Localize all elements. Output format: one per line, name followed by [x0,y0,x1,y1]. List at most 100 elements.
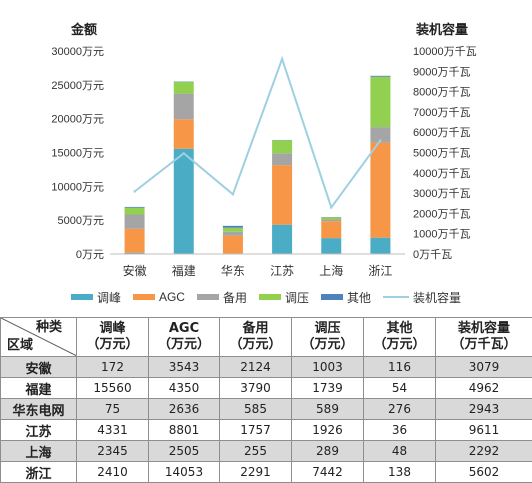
header-beiyong: 备用（万元） [220,318,292,357]
table-cell: 2345 [77,441,149,462]
header-label: 调压 [292,321,363,337]
header-label: 备用 [220,321,291,337]
header-unit: （万元） [292,337,363,353]
table-cell: 2636 [149,399,220,420]
legend-swatch [133,294,155,300]
row-region: 华东电网 [1,399,77,420]
right-axis-tick-label: 7000万千瓦 [413,106,470,119]
legend-item: 其他 [321,289,371,306]
x-axis-tick-label: 福建 [172,263,196,278]
legend-label: 调峰 [97,289,121,306]
table-cell: 116 [364,357,436,378]
bar-segment [223,226,243,228]
header-tiaoya: 调压（万元） [292,318,364,357]
right-axis-tick-label: 2000万千瓦 [413,207,470,220]
right-axis-title: 装机容量 [415,22,468,37]
bar-segment [321,218,341,220]
table-cell: 5602 [436,462,532,483]
combo-chart: 金额装机容量0万元5000万元10000万元15000万元20000万元2500… [0,0,532,287]
bar-segment [370,76,390,77]
row-region: 福建 [1,378,77,399]
bar-segment [321,238,341,254]
row-region: 上海 [1,441,77,462]
right-axis-tick-label: 3000万千瓦 [413,187,470,200]
bar-segment [174,119,194,148]
table-cell: 172 [77,357,149,378]
header-agc: AGC（万元） [149,318,220,357]
corner-label-type: 种类 [36,320,62,336]
table-cell: 7442 [292,462,364,483]
capacity-point [330,206,332,208]
left-axis-tick-label: 15000万元 [51,148,104,160]
table-cell: 1926 [292,420,364,441]
legend-label: AGC [159,290,185,304]
bar-segment [174,149,194,254]
bar-segment [272,140,292,153]
legend-item: 备用 [197,289,247,306]
legend-swatch [71,294,93,300]
x-axis-tick-label: 华东 [221,264,245,278]
right-axis-tick-label: 10000万千瓦 [413,45,477,58]
header-label: 其他 [364,321,435,337]
bar-segment [223,232,243,236]
table-cell: 289 [292,441,364,462]
x-axis-tick-label: 浙江 [368,264,392,278]
capacity-point [281,58,283,60]
left-axis-tick-label: 0万元 [76,249,104,261]
bar-segment [125,208,145,215]
table-cell: 75 [77,399,149,420]
capacity-point [183,152,185,154]
table-cell: 15560 [77,378,149,399]
legend-item: 调压 [259,289,309,306]
table-cell: 255 [220,441,292,462]
left-axis-tick-label: 30000万元 [51,46,104,58]
bar-segment [223,236,243,254]
bar-segment [370,77,390,127]
legend-line-swatch [383,296,409,298]
bar-segment [272,153,292,165]
header-unit: （万元） [220,337,291,353]
legend-label: 备用 [223,289,247,306]
table-cell: 585 [220,399,292,420]
bar-segment [174,94,194,120]
x-axis-tick-label: 安徽 [123,263,147,278]
legend-label: 装机容量 [413,289,461,306]
table-cell: 138 [364,462,436,483]
header-unit: （万元） [149,337,219,353]
bar-segment [272,225,292,254]
table-cell: 4962 [436,378,532,399]
table-cell: 2505 [149,441,220,462]
right-axis-tick-label: 4000万千瓦 [413,167,470,180]
table-cell: 2124 [220,357,292,378]
header-unit: （万千瓦） [436,337,532,353]
table-cell: 14053 [149,462,220,483]
left-axis-title: 金额 [70,22,97,37]
table-cell: 54 [364,378,436,399]
header-tiaofeng: 调峰（万元） [77,318,149,357]
table-cell: 3543 [149,357,220,378]
legend-swatch [197,294,219,300]
table-cell: 2292 [436,441,532,462]
legend-item: 调峰 [71,289,121,306]
capacity-point [379,139,381,141]
bar-segment [272,165,292,225]
table-cell: 36 [364,420,436,441]
right-axis-tick-label: 5000万千瓦 [413,147,470,160]
right-axis-tick-label: 9000万千瓦 [413,65,470,78]
table-cell: 1003 [292,357,364,378]
right-axis-tick-label: 0万千瓦 [413,248,452,261]
bar-segment [321,221,341,238]
header-unit: （万元） [77,337,148,353]
legend-swatch [321,294,343,300]
table-cell: 2410 [77,462,149,483]
left-axis-tick-label: 5000万元 [58,215,104,227]
bar-segment [125,229,145,253]
table-header-row: 种类 区域 调峰（万元） AGC（万元） 备用（万元） 调压（万元） 其他（万元… [1,318,532,357]
header-qita: 其他（万元） [364,318,436,357]
table-cell: 4331 [77,420,149,441]
bar-segment [370,143,390,238]
table-cell: 1757 [220,420,292,441]
right-axis-tick-label: 8000万千瓦 [413,86,470,99]
